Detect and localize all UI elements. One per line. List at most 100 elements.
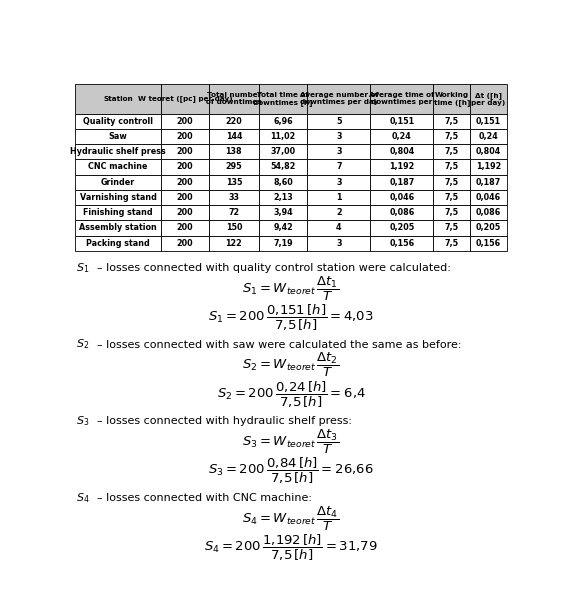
Text: 7,5: 7,5	[445, 117, 459, 126]
Text: 200: 200	[177, 147, 193, 156]
Text: 3: 3	[336, 178, 341, 187]
Text: Varnishing stand: Varnishing stand	[80, 193, 156, 202]
Bar	[307, 160, 370, 175]
Text: 0,804: 0,804	[476, 147, 501, 156]
Text: Finishing stand: Finishing stand	[83, 208, 153, 217]
Bar	[209, 113, 259, 129]
Text: – losses connected with saw were calculated the same as before:: – losses connected with saw were calcula…	[97, 340, 461, 350]
Text: 1,192: 1,192	[389, 163, 415, 172]
Bar	[161, 236, 209, 251]
Text: 0,046: 0,046	[476, 193, 501, 202]
Bar	[259, 113, 307, 129]
Bar	[209, 205, 259, 220]
Bar	[161, 190, 209, 205]
Bar	[259, 144, 307, 160]
Text: 200: 200	[177, 193, 193, 202]
Bar	[209, 220, 259, 236]
Text: Average time of
downtimes per: Average time of downtimes per	[369, 92, 435, 105]
Text: 2: 2	[336, 208, 341, 217]
Text: 0,046: 0,046	[389, 193, 415, 202]
Text: 0,156: 0,156	[476, 239, 501, 248]
Text: 0,086: 0,086	[389, 208, 415, 217]
Bar	[161, 175, 209, 190]
Bar	[470, 160, 507, 175]
Text: $S_2 = 200\,\dfrac{0{,}24\,[h]}{7{,}5\,[h]} = 6{,}4$: $S_2 = 200\,\dfrac{0{,}24\,[h]}{7{,}5\,[…	[216, 379, 366, 410]
Text: Packing stand: Packing stand	[86, 239, 150, 248]
Text: 200: 200	[177, 178, 193, 187]
Bar	[307, 144, 370, 160]
Bar	[76, 190, 161, 205]
Text: $\mathit{S_3}$: $\mathit{S_3}$	[76, 415, 90, 428]
Bar	[433, 175, 470, 190]
Bar	[259, 160, 307, 175]
Bar	[470, 190, 507, 205]
Text: 72: 72	[228, 208, 240, 217]
Text: 7,5: 7,5	[445, 147, 459, 156]
Bar	[370, 129, 433, 144]
Bar	[161, 160, 209, 175]
Text: 295: 295	[225, 163, 243, 172]
Bar	[307, 113, 370, 129]
Bar	[307, 190, 370, 205]
Text: – losses connected with quality control station were calculated:: – losses connected with quality control …	[97, 263, 450, 273]
Bar	[161, 205, 209, 220]
Text: 138: 138	[225, 147, 243, 156]
Text: 3: 3	[336, 147, 341, 156]
Text: CNC machine: CNC machine	[88, 163, 148, 172]
Text: 7: 7	[336, 163, 341, 172]
Text: 6,96: 6,96	[273, 117, 293, 126]
Bar	[161, 129, 209, 144]
Bar	[76, 129, 161, 144]
Text: 1: 1	[336, 193, 341, 202]
Bar	[76, 220, 161, 236]
Bar	[370, 236, 433, 251]
Text: $S_1 = 200\,\dfrac{0{,}151\,[h]}{7{,}5\,[h]} = 4{,}03$: $S_1 = 200\,\dfrac{0{,}151\,[h]}{7{,}5\,…	[208, 303, 374, 333]
Bar	[470, 175, 507, 190]
Bar	[433, 160, 470, 175]
Text: $S_2 = W_{teoret}\,\dfrac{\Delta t_2}{T}$: $S_2 = W_{teoret}\,\dfrac{\Delta t_2}{T}…	[243, 351, 340, 379]
Text: 7,5: 7,5	[445, 132, 459, 141]
Text: 200: 200	[177, 223, 193, 232]
Bar	[433, 236, 470, 251]
Text: Total number
of downtimes: Total number of downtimes	[206, 92, 262, 105]
Text: 0,205: 0,205	[476, 223, 501, 232]
Text: 7,5: 7,5	[445, 178, 459, 187]
Text: 0,24: 0,24	[479, 132, 498, 141]
Bar	[307, 236, 370, 251]
Text: 9,42: 9,42	[273, 223, 293, 232]
Bar	[433, 83, 470, 113]
Bar	[470, 144, 507, 160]
Text: $S_3 = 200\,\dfrac{0{,}84\,[h]}{7{,}5\,[h]} = 26{,}66$: $S_3 = 200\,\dfrac{0{,}84\,[h]}{7{,}5\,[…	[208, 456, 374, 486]
Text: 200: 200	[177, 208, 193, 217]
Bar	[161, 220, 209, 236]
Bar	[370, 175, 433, 190]
Text: Assembly station: Assembly station	[79, 223, 157, 232]
Text: 7,5: 7,5	[445, 223, 459, 232]
Bar	[161, 113, 209, 129]
Text: 33: 33	[228, 193, 240, 202]
Bar	[209, 175, 259, 190]
Text: 5: 5	[336, 117, 341, 126]
Bar	[307, 175, 370, 190]
Bar	[259, 220, 307, 236]
Text: 200: 200	[177, 163, 193, 172]
Text: 37,00: 37,00	[270, 147, 295, 156]
Bar	[161, 83, 209, 113]
Bar	[209, 129, 259, 144]
Text: 7,5: 7,5	[445, 208, 459, 217]
Bar	[370, 190, 433, 205]
Bar	[433, 129, 470, 144]
Text: 0,151: 0,151	[389, 117, 415, 126]
Bar	[370, 144, 433, 160]
Text: 0,205: 0,205	[389, 223, 415, 232]
Text: 3: 3	[336, 239, 341, 248]
Text: 7,5: 7,5	[445, 193, 459, 202]
Bar	[76, 83, 161, 113]
Bar	[433, 190, 470, 205]
Bar	[259, 83, 307, 113]
Text: 135: 135	[225, 178, 242, 187]
Bar	[259, 129, 307, 144]
Text: 0,187: 0,187	[476, 178, 501, 187]
Text: 0,156: 0,156	[389, 239, 415, 248]
Text: Saw: Saw	[108, 132, 127, 141]
